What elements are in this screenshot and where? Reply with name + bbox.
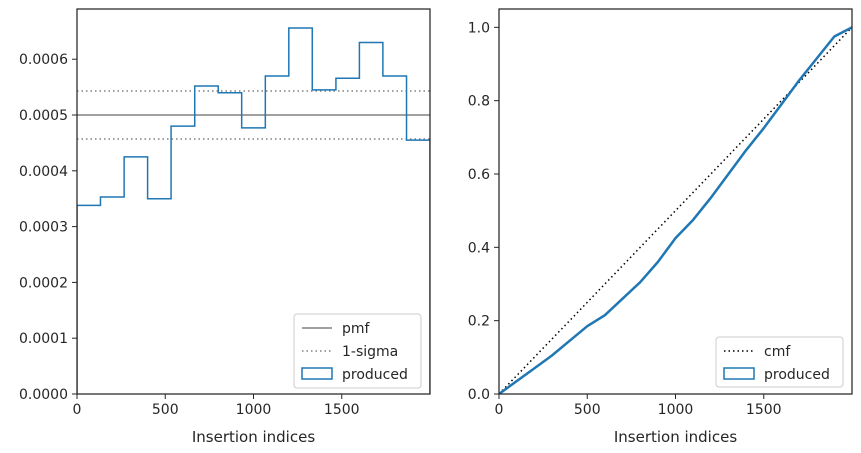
y-tick-label: 0.0005	[19, 108, 68, 124]
right-chart-panel: 0 500 1000 1500 0.0 0.2 0.4 0.6 0.8 1.0 Insertio…	[468, 8, 853, 446]
legend-label: produced	[342, 367, 408, 383]
y-tick-label: 0.0006	[19, 52, 68, 68]
x-tick-label: 0	[495, 402, 504, 418]
produced-line	[499, 26, 852, 394]
right-x-axis: 0 500 1000 1500	[495, 394, 782, 418]
legend-produced-swatch	[301, 367, 333, 380]
y-tick-label: 0.0	[468, 387, 490, 403]
x-tick-label: 0	[73, 402, 82, 418]
left-chart-panel: 0 500 1000 1500 0.00000.00010.00020.00030.0…	[19, 8, 431, 446]
legend-label: cmf	[764, 344, 791, 360]
y-tick-label: 0.4	[468, 240, 490, 256]
legend-label: 1-sigma	[342, 344, 398, 360]
x-tick-label: 1500	[324, 402, 360, 418]
histogram-bin	[148, 199, 171, 394]
y-tick-label: 0.0001	[19, 331, 68, 347]
y-tick-label: 0.0002	[19, 275, 68, 291]
x-tick-label: 1500	[746, 402, 782, 418]
legend-produced-swatch	[723, 367, 755, 380]
right-plot-area	[498, 8, 853, 395]
produced-histogram	[77, 27, 430, 394]
histogram-bin	[171, 126, 195, 394]
histogram-bin	[77, 205, 100, 394]
histogram-bin	[195, 86, 218, 394]
x-tick-label: 1000	[236, 402, 272, 418]
right-x-axis-label: Insertion indices	[614, 428, 737, 446]
left-x-axis: 0 500 1000 1500	[73, 394, 360, 418]
histogram-bin	[124, 157, 147, 394]
x-tick-label: 500	[152, 402, 179, 418]
y-tick-label: 0.0000	[19, 387, 68, 403]
legend-label: pmf	[342, 321, 371, 337]
y-tick-label: 0.0003	[19, 220, 68, 236]
y-tick-label: 0.0004	[19, 164, 68, 180]
y-tick-label: 1.0	[468, 20, 490, 36]
left-x-axis-label: Insertion indices	[192, 428, 315, 446]
right-y-axis: 0.0 0.2 0.4 0.6 0.8 1.0	[468, 20, 499, 403]
x-tick-label: 500	[574, 402, 601, 418]
right-plot-frame	[498, 8, 853, 395]
histogram-bin	[100, 197, 124, 394]
y-tick-label: 0.8	[468, 94, 490, 110]
legend-box	[715, 336, 844, 388]
histogram-bin	[242, 128, 266, 394]
legend-box	[293, 313, 422, 389]
y-tick-label: 0.2	[468, 314, 490, 330]
histogram-bin	[218, 93, 241, 394]
x-tick-label: 1000	[658, 402, 694, 418]
legend-label: produced	[764, 367, 830, 383]
left-legend: pmf 1-sigma produced	[293, 313, 422, 389]
right-legend: cmf produced	[715, 336, 844, 388]
y-tick-label: 0.6	[468, 167, 490, 183]
histogram-bin	[265, 76, 288, 394]
left-y-axis: 0.0000 0.0001 0.0002 0.0003 0.0004 0.0005 0.00…	[19, 52, 77, 403]
